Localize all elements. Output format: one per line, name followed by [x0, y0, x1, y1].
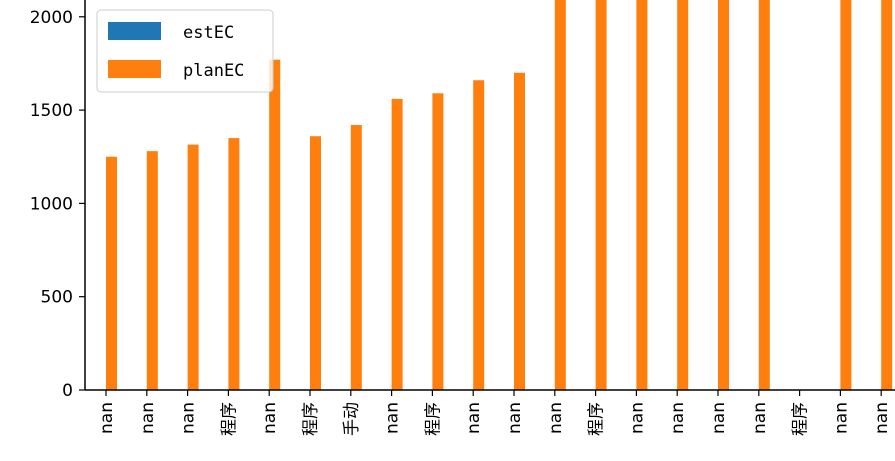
- bar-planec-9: [473, 80, 485, 391]
- y-tick-label: 1000: [30, 194, 73, 214]
- x-tick-label: 程序: [791, 402, 811, 436]
- x-tick-label: nan: [260, 402, 280, 434]
- bar-planec-3: [228, 138, 240, 390]
- legend-label-estec: estEC: [183, 23, 234, 43]
- y-tick-label: 1500: [30, 101, 73, 121]
- x-tick-label: 程序: [301, 402, 321, 436]
- y-tick-label: 0: [62, 381, 73, 401]
- bar-planec-15: [718, 0, 729, 390]
- legend-label-planec: planEC: [183, 61, 244, 81]
- x-tick-label: nan: [668, 402, 688, 434]
- bar-planec-8: [432, 93, 444, 391]
- x-tick-label: nan: [179, 402, 199, 434]
- x-tick-label: nan: [709, 402, 729, 434]
- legend-swatch-estec: [108, 22, 161, 40]
- legend: estEC planEC: [96, 9, 274, 93]
- x-tick-label: nan: [505, 402, 525, 434]
- bar-planec-2: [187, 144, 199, 390]
- bar-planec-5: [310, 136, 321, 390]
- bar-planec-0: [106, 156, 117, 390]
- bar-planec-7: [391, 98, 403, 391]
- bar-planec-16: [758, 0, 770, 390]
- bar-planec-1: [146, 151, 158, 390]
- bar-planec-4: [269, 59, 281, 391]
- x-tick-label: nan: [546, 402, 566, 434]
- x-tick-label: nan: [872, 402, 892, 434]
- bar-planec-14: [677, 0, 689, 390]
- x-tick-label: nan: [750, 402, 770, 434]
- bar-planec-18: [840, 0, 852, 390]
- y-axis-ticks: 0 500 1000 1500 2000: [30, 8, 85, 401]
- bar-planec-6: [350, 125, 362, 391]
- legend-swatch-planec: [108, 60, 161, 78]
- x-axis-ticks: nan nan nan 程序 nan 程序 手动 nan 程序 nan nan nan 程序 nan nan…: [97, 390, 892, 436]
- x-tick-label: nan: [627, 402, 647, 434]
- x-tick-label: nan: [383, 402, 403, 434]
- y-tick-label: 2000: [30, 8, 73, 28]
- bar-planec-12: [595, 0, 607, 390]
- bar-planec-13: [636, 0, 648, 390]
- bar-planec-19: [881, 0, 893, 390]
- y-tick-label: 500: [41, 288, 73, 308]
- x-tick-label: nan: [97, 402, 117, 434]
- bars-group: [106, 0, 893, 391]
- bar-planec-10: [514, 72, 525, 390]
- x-tick-label: 程序: [587, 402, 607, 436]
- x-tick-label: 程序: [219, 402, 239, 436]
- x-tick-label: nan: [138, 402, 158, 434]
- x-tick-label: 手动: [342, 402, 362, 436]
- x-tick-label: 程序: [423, 402, 443, 436]
- x-tick-label: nan: [831, 402, 851, 434]
- bar-planec-11: [554, 0, 566, 390]
- x-tick-label: nan: [464, 402, 484, 434]
